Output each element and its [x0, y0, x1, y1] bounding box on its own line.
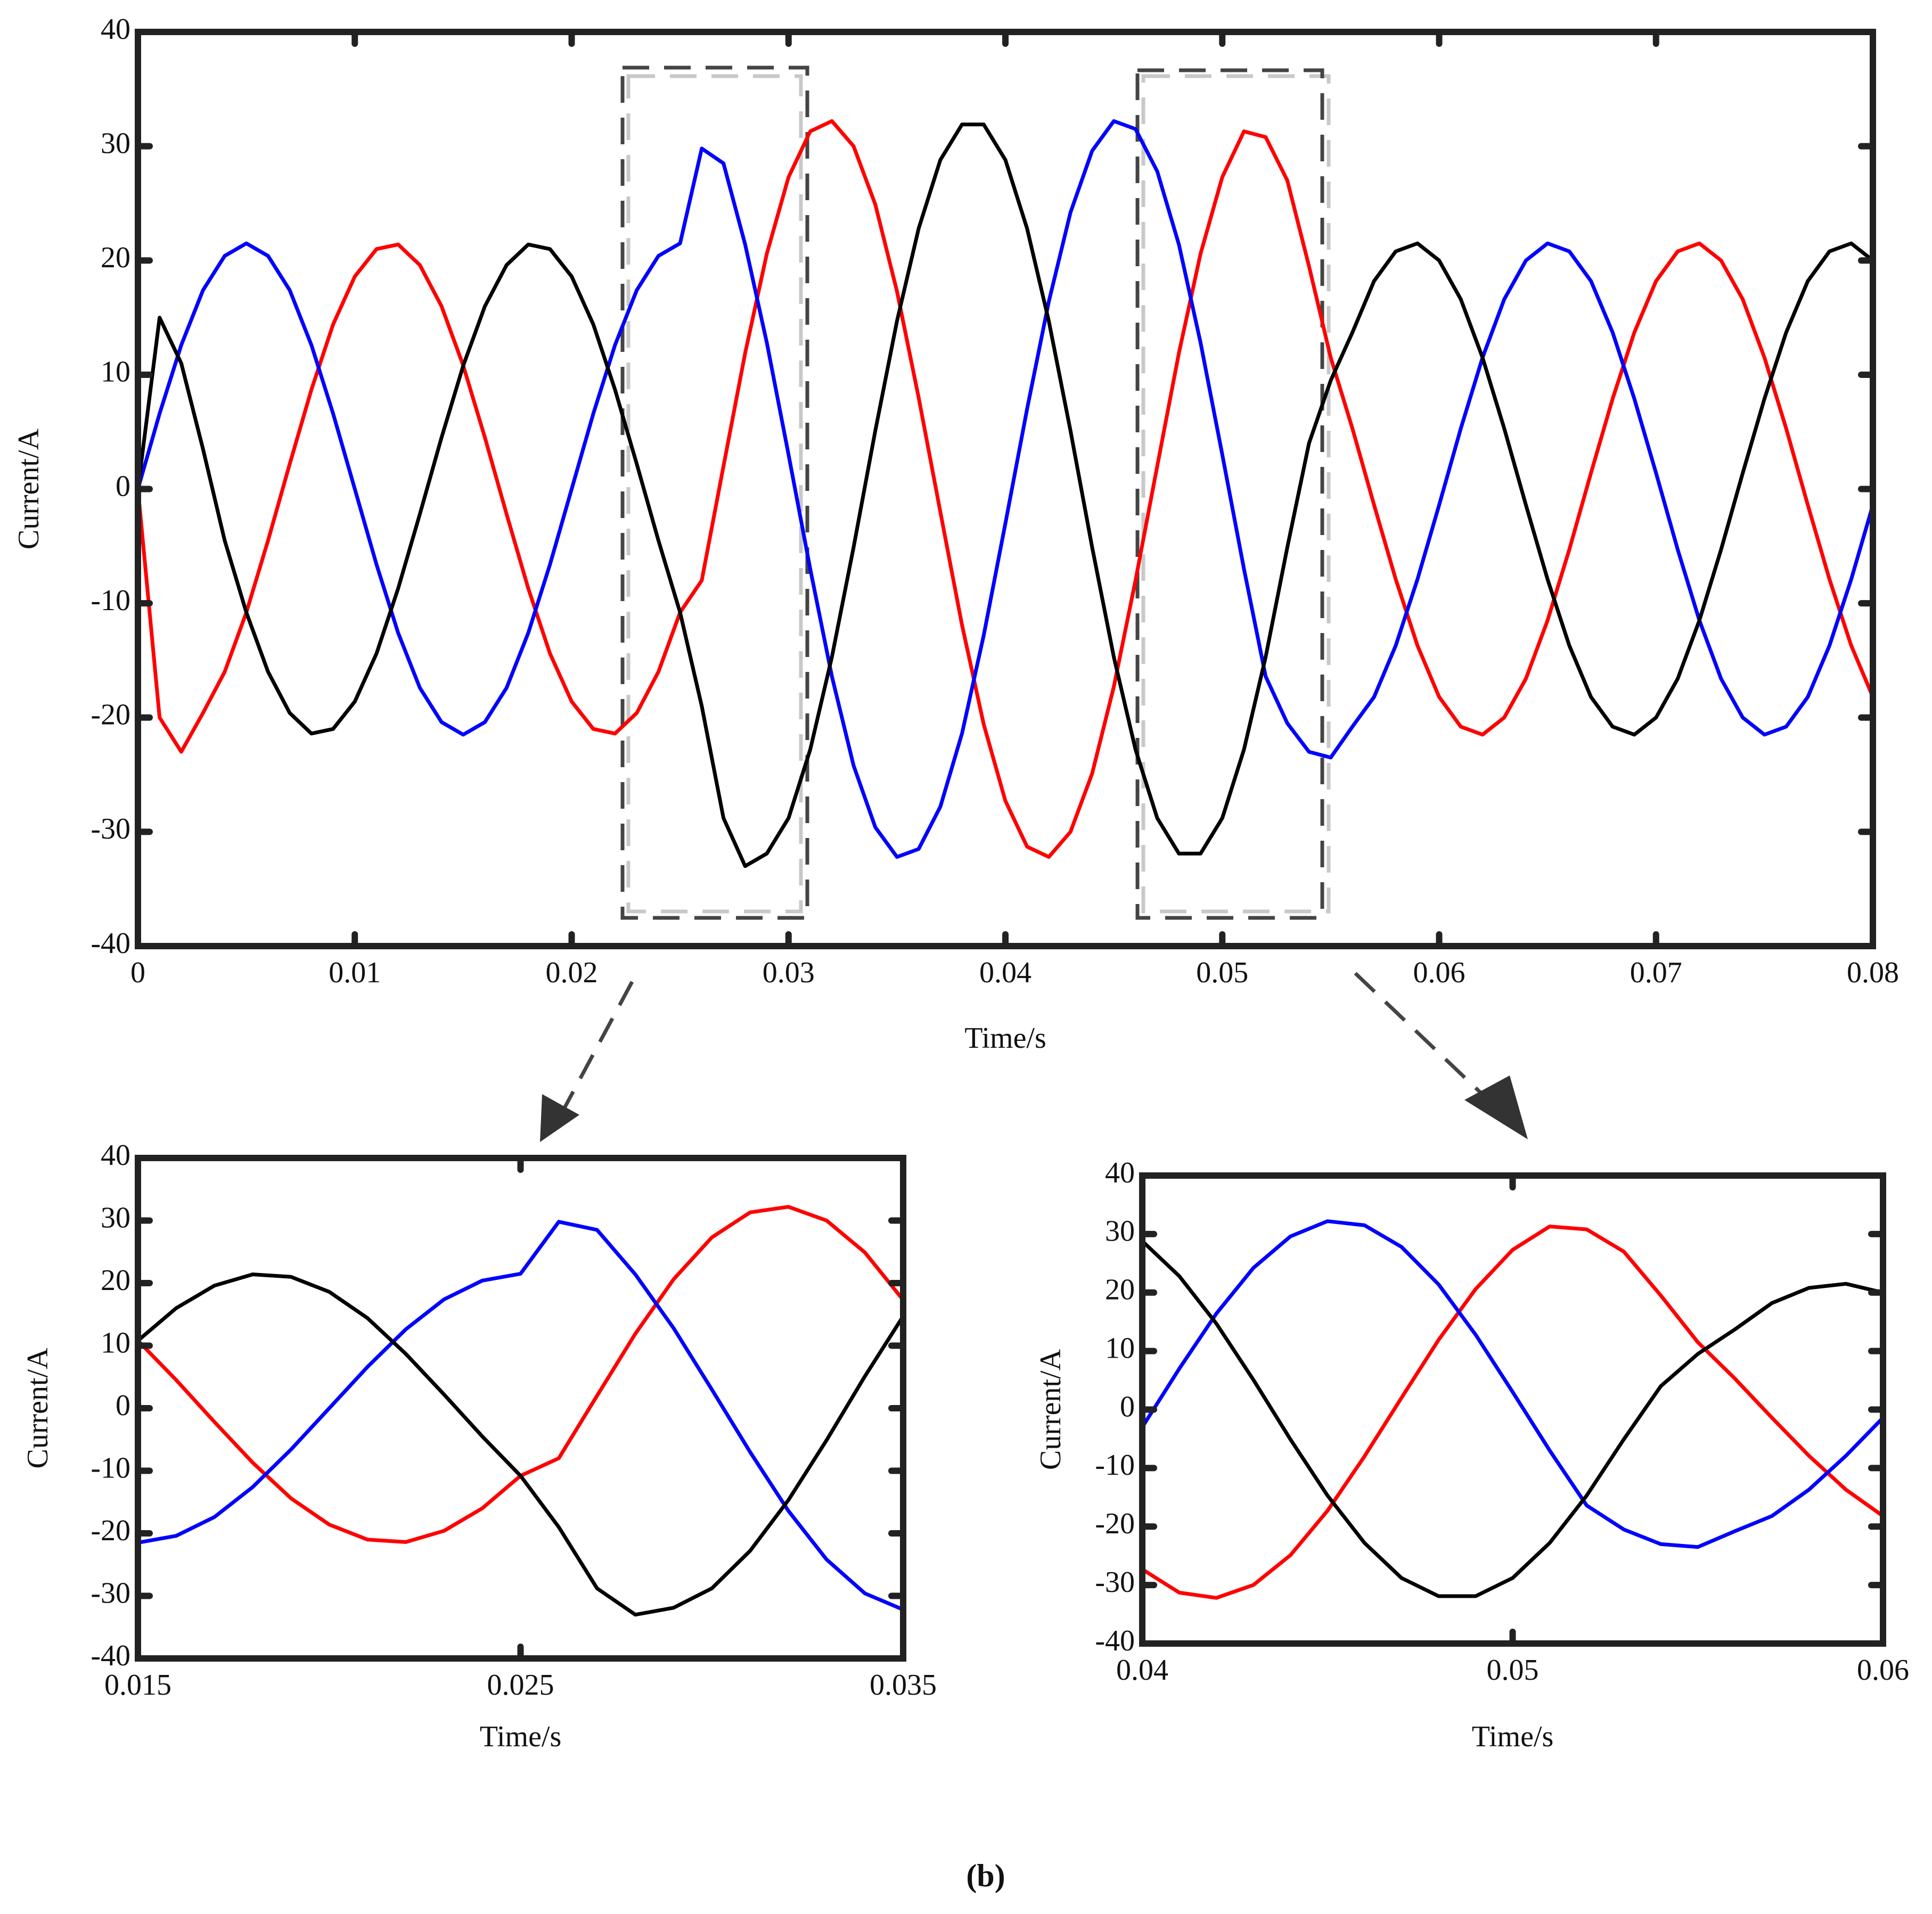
x-axis-label: Time/s — [1472, 1720, 1554, 1753]
y-tick-label: 10 — [101, 1326, 130, 1359]
y-tick-label: 30 — [1105, 1215, 1135, 1248]
zoom-arrow — [1354, 972, 1493, 1104]
x-axis-label: Time/s — [480, 1720, 562, 1753]
y-tick-label: 40 — [101, 1139, 130, 1172]
y-tick-label: 10 — [1105, 1332, 1135, 1365]
zoom-box — [1135, 68, 1324, 920]
line-chart: 0.04 0.05 0.06 -40 -30 -20 -10 0 10 20 30 40 Time/s C… — [1034, 1156, 1909, 1753]
y-tick-label: -10 — [91, 1451, 130, 1484]
y-tick-label: 40 — [1105, 1156, 1135, 1189]
x-tick-label: 0.07 — [1630, 956, 1682, 989]
line-chart: 0 0.01 0.02 0.03 0.04 0.05 0.06 0.07 0.08 -40 -30 -… — [12, 13, 1899, 1055]
zoom-arrow — [559, 981, 634, 1116]
zoom-indicators — [559, 65, 1493, 1116]
x-tick-label: 0.06 — [1857, 1654, 1909, 1687]
y-tick-label: 20 — [101, 1264, 130, 1297]
series-line — [1141, 1239, 1884, 1598]
y-tick-label: 30 — [101, 127, 130, 160]
y-tick-label: 0 — [116, 470, 130, 503]
x-tick-label: 0.04 — [979, 956, 1032, 989]
x-tick-label: 0.015 — [104, 1669, 171, 1702]
y-tick-label: -10 — [91, 584, 130, 617]
x-tick-label: 0.03 — [763, 956, 815, 989]
series-line — [1141, 1225, 1885, 1600]
zoom-box-light — [626, 74, 803, 914]
y-tick-label: -40 — [91, 1639, 130, 1672]
x-tick-label: 0.01 — [329, 956, 381, 989]
series-line — [137, 1220, 904, 1612]
x-tick-label: 0 — [130, 956, 145, 989]
caption: (b) — [966, 1858, 1005, 1893]
y-tick-label: 0 — [1120, 1390, 1135, 1423]
x-tick-label: 0.08 — [1847, 956, 1899, 989]
line-chart: 0.015 0.025 0.035 -40 -30 -20 -10 0 10 20 30 40 Time… — [21, 1139, 937, 1753]
y-tick-label: 30 — [101, 1201, 130, 1234]
y-tick-label: 40 — [101, 13, 130, 46]
y-tick-label: -20 — [91, 699, 130, 732]
x-tick-label: 0.05 — [1487, 1654, 1539, 1687]
y-tick-label: -20 — [91, 1514, 130, 1547]
y-axis-label: Current/A — [21, 1348, 54, 1469]
y-tick-label: -30 — [91, 1576, 130, 1609]
y-tick-label: -30 — [1095, 1566, 1135, 1599]
x-tick-label: 0.04 — [1116, 1654, 1168, 1687]
x-axis-label: Time/s — [964, 1022, 1046, 1055]
y-tick-label: -40 — [1095, 1624, 1135, 1657]
zoom-box — [620, 65, 809, 920]
series-line — [136, 119, 1875, 859]
series-line — [136, 119, 1875, 859]
x-tick-label: 0.025 — [487, 1669, 554, 1702]
x-tick-label: 0.035 — [870, 1669, 937, 1702]
x-tick-label: 0.05 — [1196, 956, 1248, 989]
y-axis-label: Current/A — [12, 428, 45, 549]
series-line — [1141, 1219, 1885, 1549]
series-line — [136, 1272, 905, 1617]
y-tick-label: 10 — [101, 356, 130, 389]
y-tick-label: -40 — [91, 927, 130, 960]
y-tick-label: -20 — [1095, 1507, 1135, 1540]
x-tick-label: 0.06 — [1413, 956, 1466, 989]
y-tick-label: -30 — [91, 812, 130, 845]
y-tick-label: 20 — [101, 241, 130, 274]
y-tick-label: 20 — [1105, 1274, 1135, 1307]
zoom-box-light — [1141, 74, 1331, 914]
y-axis-label: Current/A — [1034, 1349, 1067, 1470]
arrow-head — [540, 1094, 579, 1142]
series-line — [136, 122, 1874, 868]
x-tick-label: 0.02 — [546, 956, 598, 989]
y-tick-label: 0 — [116, 1389, 130, 1422]
arrow-head — [1464, 1075, 1528, 1139]
y-tick-label: -10 — [1095, 1449, 1135, 1482]
